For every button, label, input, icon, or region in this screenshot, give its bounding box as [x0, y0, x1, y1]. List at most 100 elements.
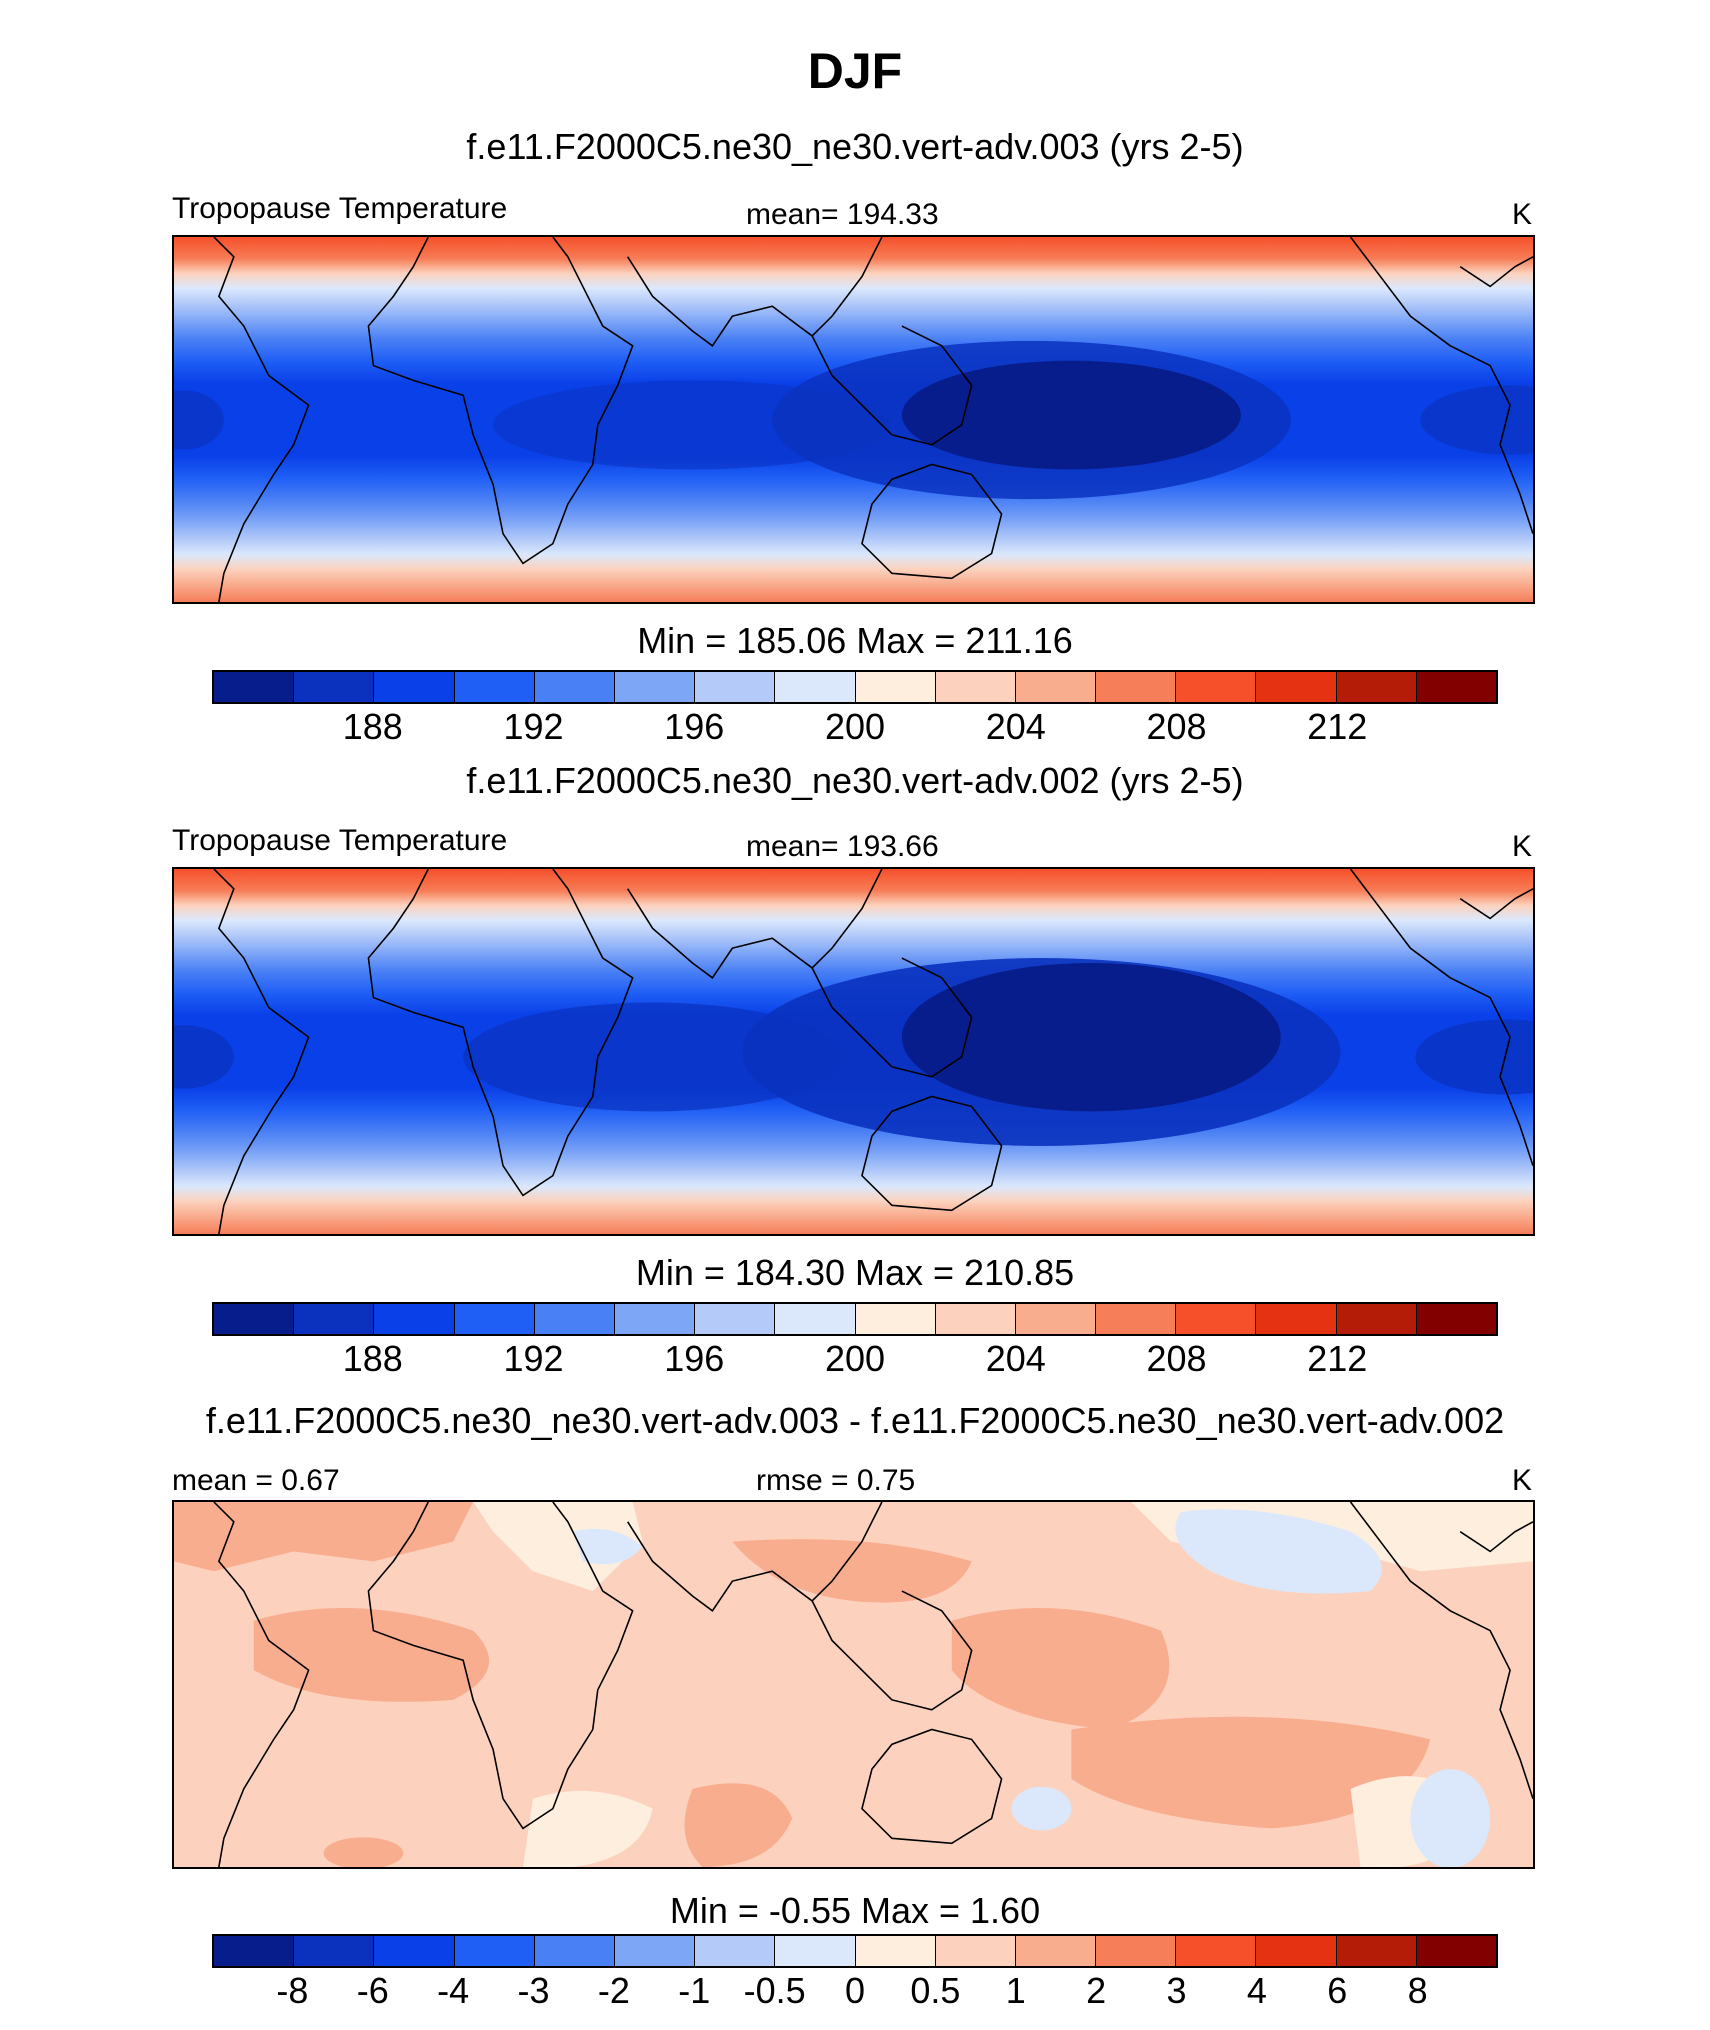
colorbar-swatch: [1336, 1304, 1417, 1334]
colorbar-swatch: [294, 1936, 375, 1966]
colorbar-swatch: [454, 672, 535, 702]
colorbar-swatch: [454, 1304, 535, 1334]
panel3-warm-patch-sw: [323, 1837, 404, 1867]
colorbar-tick-label: 196: [664, 706, 725, 747]
panel3-warm-patch-atlantic: [253, 1607, 490, 1702]
colorbar-swatch: [1176, 1304, 1257, 1334]
colorbar-swatch: [374, 1304, 455, 1334]
panel3-warm-patch-wpac: [951, 1607, 1170, 1730]
colorbar-swatch: [374, 1936, 455, 1966]
colorbar-tick-label: -2: [597, 1970, 630, 2011]
colorbar-tick-label: 0: [844, 1970, 866, 2011]
colorbar-swatch: [1096, 1936, 1177, 1966]
colorbar-tick-label: -3: [517, 1970, 550, 2011]
panel3-unit-label: K: [1512, 1464, 1533, 1497]
colorbar-tick-label: 2: [1086, 1970, 1107, 2011]
panel1-unit-label: K: [1512, 198, 1533, 231]
colorbar-tick-label: 204: [985, 706, 1046, 747]
panel1-cold-core-america: [1420, 385, 1533, 455]
colorbar-tick-label: 8: [1407, 1970, 1428, 2011]
colorbar-tick-label: 4: [1246, 1970, 1267, 2011]
panel3-warm-patch-asia: [732, 1539, 972, 1603]
panel1-mean-label: mean= 194.33: [746, 198, 939, 231]
panel2-cold-core-west: [174, 1025, 234, 1089]
panel1-coastlines: [213, 237, 1533, 602]
colorbar-swatch: [695, 1936, 776, 1966]
colorbar-tick-label: 192: [503, 706, 564, 747]
panel3-neutral-patch-med: [473, 1502, 643, 1592]
panel1-case-title: f.e11.F2000C5.ne30_ne30.vert-adv.003 (yr…: [466, 126, 1244, 167]
colorbar-swatch: [1256, 1304, 1337, 1334]
colorbar-swatch: [1096, 1304, 1177, 1334]
panel2-colorbar-ticks: 188 192 196 200 204 208 212: [212, 1338, 1498, 1382]
colorbar-swatch: [294, 1304, 375, 1334]
colorbar-swatch: [1256, 1936, 1337, 1966]
colorbar-swatch: [374, 672, 455, 702]
panel1-cold-core-pacific: [901, 360, 1241, 470]
colorbar-tick-label: -8: [276, 1970, 309, 2011]
panel3-colorbar-ticks: -8 -6 -4 -3 -2 -1 -0.5 0 0.5 1 2 3 4 6 8: [212, 1970, 1498, 2014]
colorbar-tick-label: 204: [985, 1338, 1046, 1379]
colorbar-tick-label: 1: [1005, 1970, 1026, 2011]
panel2-map-svg: [174, 869, 1533, 1234]
panel3-mean-label: mean = 0.67: [172, 1464, 340, 1497]
panel2-case-title: f.e11.F2000C5.ne30_ne30.vert-adv.002 (yr…: [466, 760, 1244, 801]
colorbar-tick-label: 3: [1166, 1970, 1187, 2011]
colorbar-swatch: [1096, 672, 1177, 702]
panel2-minmax: Min = 184.30 Max = 210.85: [635, 1252, 1075, 1293]
panel3-cool-patch-australia: [1011, 1786, 1072, 1831]
panel1-colorbar: [212, 670, 1498, 704]
panel3-cool-patch-med: [572, 1528, 643, 1565]
colorbar-swatch: [1336, 672, 1417, 702]
colorbar-swatch: [1416, 672, 1496, 702]
colorbar-swatch: [855, 1304, 936, 1334]
colorbar-tick-label: 192: [503, 1338, 564, 1379]
colorbar-tick-label: 212: [1307, 706, 1368, 747]
colorbar-swatch: [935, 672, 1016, 702]
panel3-cool-patch-npac: [1175, 1509, 1382, 1594]
panel3-warm-patch-indian: [684, 1783, 793, 1867]
colorbar-tick-label: -1: [678, 1970, 711, 2011]
panel2-variable-label: Tropopause Temperature: [172, 824, 508, 857]
colorbar-swatch: [454, 1936, 535, 1966]
panel3-colorbar: [212, 1934, 1498, 1968]
colorbar-tick-label: -4: [437, 1970, 470, 2011]
panel3-neutral-patch-safrica: [522, 1790, 653, 1867]
panel2-cold-core-africa: [463, 1002, 843, 1112]
colorbar-tick-label: 208: [1146, 1338, 1207, 1379]
figure-title: DJF: [807, 43, 903, 99]
panel3-warm-patch-spac: [1071, 1716, 1431, 1829]
colorbar-swatch: [1015, 1936, 1097, 1966]
colorbar-swatch: [775, 1936, 856, 1966]
panel3-map-svg: [174, 1502, 1533, 1867]
panel2-mean-label: mean= 193.66: [746, 830, 939, 863]
colorbar-swatch: [775, 672, 856, 702]
panel3-map: [172, 1500, 1535, 1869]
colorbar-tick-label: 200: [824, 706, 886, 747]
colorbar-tick-label: -0.5: [743, 1970, 806, 2011]
panel1-minmax: Min = 185.06 Max = 211.16: [637, 620, 1073, 661]
colorbar-swatch: [855, 672, 936, 702]
colorbar-swatch: [1256, 672, 1337, 702]
colorbar-swatch: [534, 672, 615, 702]
colorbar-swatch: [614, 1304, 696, 1334]
colorbar-tick-label: 188: [342, 1338, 403, 1379]
colorbar-swatch: [1015, 1304, 1097, 1334]
colorbar-swatch: [1015, 672, 1097, 702]
colorbar-tick-label: 212: [1307, 1338, 1368, 1379]
panel3-minmax: Min = -0.55 Max = 1.60: [669, 1890, 1041, 1931]
panel2-map: [172, 867, 1535, 1236]
panel3-case-title: f.e11.F2000C5.ne30_ne30.vert-adv.003 - f…: [205, 1400, 1505, 1441]
colorbar-tick-label: 196: [664, 1338, 725, 1379]
panel1-map: [172, 235, 1535, 604]
colorbar-swatch: [1336, 1936, 1417, 1966]
panel3-cool-patch-sepac: [1410, 1769, 1491, 1867]
colorbar-swatch: [695, 672, 776, 702]
colorbar-tick-label: 200: [824, 1338, 886, 1379]
colorbar-swatch: [614, 672, 696, 702]
colorbar-swatch: [1416, 1936, 1496, 1966]
colorbar-swatch: [214, 1304, 295, 1334]
colorbar-swatch: [1176, 672, 1257, 702]
colorbar-swatch: [614, 1936, 696, 1966]
panel3-rmse-label: rmse = 0.75: [756, 1464, 916, 1497]
